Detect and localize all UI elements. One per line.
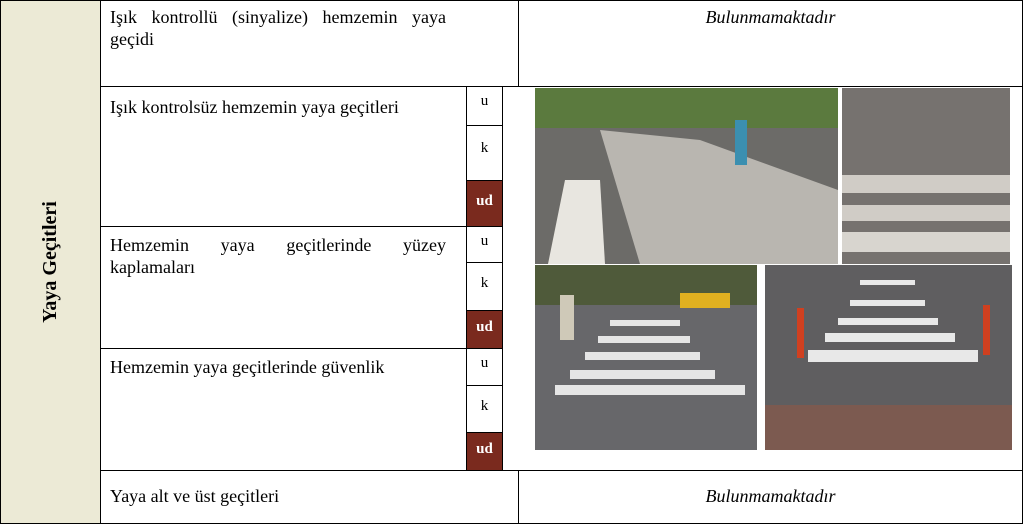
photo [535, 265, 757, 450]
status: Bulunmamaktadır [705, 7, 836, 27]
option: ud [466, 180, 503, 227]
side-cell [0, 0, 101, 524]
row-label: Yaya alt ve üst geçitleri [110, 486, 280, 506]
photo [842, 88, 1010, 264]
photo [535, 88, 838, 264]
photo [765, 265, 1012, 450]
row-label: Hemzemin yaya geçitlerinde güvenlik [110, 357, 385, 377]
option: ud [466, 310, 503, 349]
option: ud [466, 432, 503, 471]
row-label: Işık kontrollü (sinyalize) hemzemin yaya… [110, 7, 446, 49]
row-label: Hemzemin yaya geçitlerinde yüzey kaplama… [110, 235, 446, 277]
status: Bulunmamaktadır [705, 486, 836, 506]
row-label: Işık kontrolsüz hemzemin yaya geçitleri [110, 97, 399, 117]
